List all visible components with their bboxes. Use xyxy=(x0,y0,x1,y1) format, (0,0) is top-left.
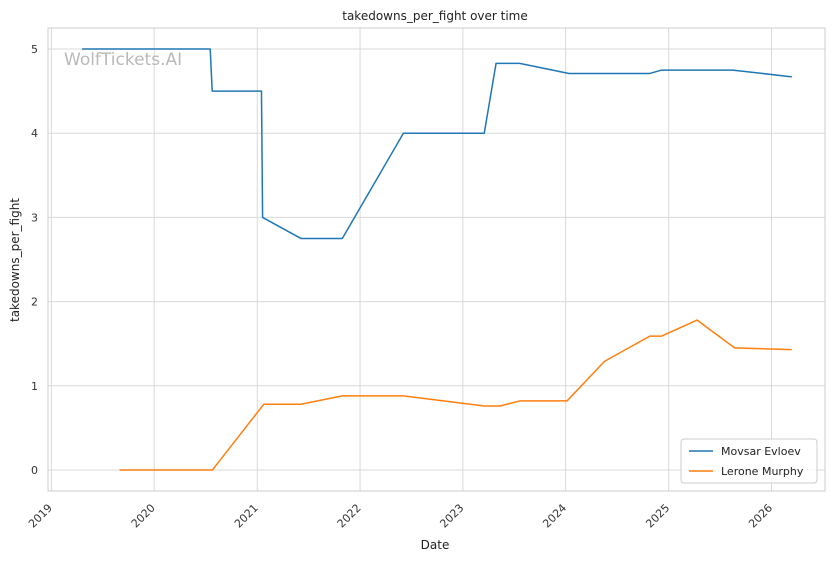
legend-label-lerone-murphy: Lerone Murphy xyxy=(721,465,804,478)
watermark: WolfTickets.AI xyxy=(64,50,182,70)
plot-frame xyxy=(47,27,826,492)
series-layer xyxy=(82,48,792,471)
y-tick-label: 3 xyxy=(31,211,38,224)
y-axis: 0 1 2 3 4 5 xyxy=(31,43,38,477)
series-line-lerone-murphy xyxy=(119,319,792,471)
y-tick-label: 1 xyxy=(31,380,38,393)
x-axis-label: Date xyxy=(421,538,450,552)
plot-border xyxy=(47,27,826,492)
chart-title: takedowns_per_fight over time xyxy=(342,9,528,23)
legend-box xyxy=(680,438,818,484)
y-tick-label: 5 xyxy=(31,43,38,56)
y-tick-label: 0 xyxy=(31,464,38,477)
legend-label-movsar-evloev: Movsar Evloev xyxy=(721,445,801,458)
y-tick-label: 2 xyxy=(31,296,38,309)
legend: Movsar Evloev Lerone Murphy xyxy=(680,438,818,484)
y-axis-label: takedowns_per_fight xyxy=(8,198,22,322)
y-tick-label: 4 xyxy=(31,127,38,140)
series-line-movsar-evloev xyxy=(82,48,792,240)
